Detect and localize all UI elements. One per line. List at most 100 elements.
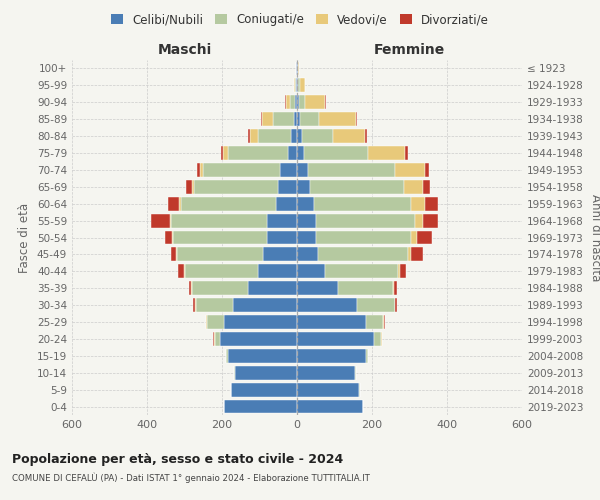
Bar — [248, 282, 297, 295]
Bar — [257, 129, 292, 143]
Bar — [193, 298, 195, 312]
Bar — [367, 349, 368, 363]
Bar — [412, 197, 425, 210]
Bar — [261, 112, 262, 126]
Bar — [302, 129, 334, 143]
Bar — [173, 230, 267, 244]
Bar — [274, 112, 294, 126]
Bar — [191, 282, 192, 295]
Bar — [425, 163, 429, 177]
Bar — [277, 197, 297, 210]
Bar — [263, 248, 297, 262]
Bar — [299, 96, 305, 109]
Bar — [192, 282, 248, 295]
Bar — [296, 78, 297, 92]
Bar — [223, 146, 227, 160]
Bar — [297, 248, 317, 262]
Text: Maschi: Maschi — [157, 42, 212, 56]
Bar — [314, 197, 412, 210]
Bar — [215, 332, 220, 346]
Bar — [184, 264, 185, 278]
Bar — [422, 180, 430, 194]
Bar — [415, 214, 422, 228]
Bar — [194, 180, 278, 194]
Bar — [394, 282, 397, 295]
Bar — [179, 197, 181, 210]
Bar — [297, 366, 355, 380]
Bar — [192, 180, 194, 194]
Bar — [398, 264, 400, 278]
Bar — [297, 112, 300, 126]
Y-axis label: Fasce di età: Fasce di età — [19, 202, 31, 272]
Bar — [221, 146, 223, 160]
Bar — [234, 366, 235, 380]
Bar — [374, 332, 382, 346]
Text: COMUNE DI CEFALÙ (PA) - Dati ISTAT 1° gennaio 2024 - Elaborazione TUTTITALIA.IT: COMUNE DI CEFALÙ (PA) - Dati ISTAT 1° ge… — [12, 472, 370, 483]
Bar — [297, 230, 316, 244]
Bar — [197, 163, 200, 177]
Bar — [224, 315, 297, 329]
Bar — [365, 129, 367, 143]
Bar — [278, 180, 297, 194]
Bar — [292, 129, 297, 143]
Bar — [232, 382, 297, 396]
Bar — [297, 298, 357, 312]
Bar — [325, 264, 398, 278]
Bar — [412, 248, 422, 262]
Bar — [170, 214, 172, 228]
Bar — [196, 298, 233, 312]
Bar — [297, 146, 304, 160]
Bar — [267, 230, 297, 244]
Bar — [297, 197, 314, 210]
Bar — [355, 366, 356, 380]
Bar — [325, 96, 326, 109]
Bar — [151, 214, 170, 228]
Bar — [405, 146, 408, 160]
Bar — [367, 146, 405, 160]
Bar — [235, 366, 297, 380]
Bar — [205, 315, 206, 329]
Bar — [297, 129, 302, 143]
Bar — [226, 349, 227, 363]
Bar — [262, 112, 274, 126]
Bar — [195, 298, 196, 312]
Bar — [177, 248, 263, 262]
Bar — [298, 78, 299, 92]
Bar — [297, 315, 367, 329]
Bar — [400, 264, 406, 278]
Bar — [417, 230, 432, 244]
Bar — [305, 96, 325, 109]
Bar — [316, 214, 415, 228]
Bar — [297, 163, 308, 177]
Bar — [227, 146, 287, 160]
Text: Femmine: Femmine — [374, 42, 445, 56]
Bar — [407, 248, 412, 262]
Bar — [250, 129, 257, 143]
Bar — [220, 332, 297, 346]
Bar — [224, 400, 297, 413]
Bar — [172, 230, 173, 244]
Bar — [422, 214, 437, 228]
Bar — [257, 264, 297, 278]
Bar — [286, 96, 290, 109]
Bar — [295, 78, 296, 92]
Bar — [310, 180, 404, 194]
Bar — [290, 96, 295, 109]
Bar — [425, 197, 437, 210]
Bar — [297, 214, 316, 228]
Bar — [356, 112, 358, 126]
Bar — [248, 129, 250, 143]
Bar — [304, 146, 367, 160]
Bar — [297, 78, 298, 92]
Bar — [280, 163, 297, 177]
Bar — [172, 214, 267, 228]
Bar — [164, 230, 172, 244]
Legend: Celibi/Nubili, Coniugati/e, Vedovi/e, Divorziati/e: Celibi/Nubili, Coniugati/e, Vedovi/e, Di… — [106, 8, 494, 31]
Bar — [338, 282, 392, 295]
Bar — [230, 382, 232, 396]
Bar — [412, 230, 417, 244]
Bar — [207, 315, 224, 329]
Bar — [319, 112, 356, 126]
Bar — [316, 230, 412, 244]
Bar — [404, 180, 422, 194]
